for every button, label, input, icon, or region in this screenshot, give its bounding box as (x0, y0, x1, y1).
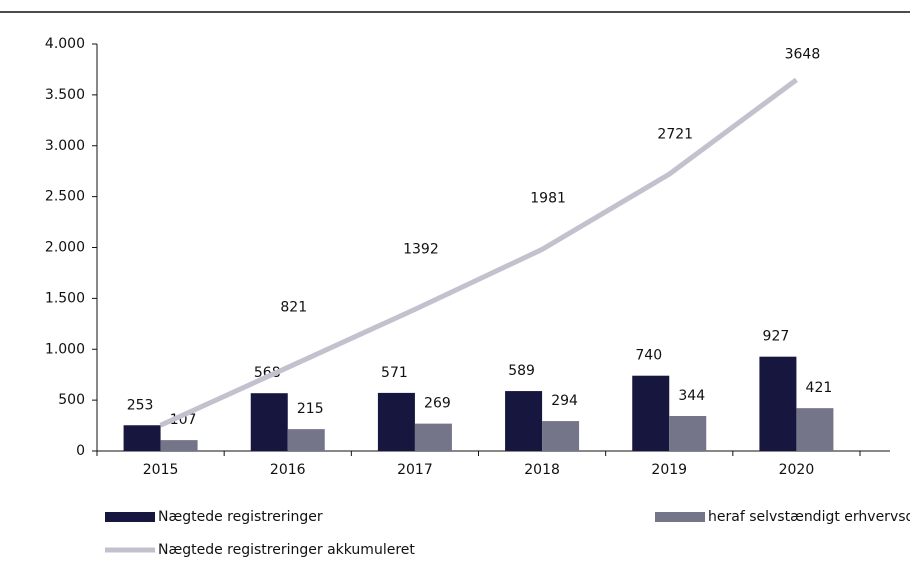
bar-label: 571 (381, 365, 408, 381)
bar-label: 740 (635, 348, 662, 364)
y-tick-label: 500 (58, 392, 85, 408)
line-label: 2721 (657, 127, 693, 143)
x-tick-label: 2020 (779, 462, 815, 478)
bar (160, 440, 198, 451)
bar-label: 294 (551, 393, 578, 409)
line-label: 1392 (403, 242, 439, 258)
line-label: 821 (280, 299, 307, 315)
bar (287, 429, 325, 451)
bar (505, 391, 543, 451)
y-tick-label: 1.500 (45, 290, 85, 306)
y-tick-label: 2.000 (45, 240, 85, 256)
legend-swatch (105, 512, 155, 522)
y-tick-label: 4.000 (45, 36, 85, 52)
bar (414, 423, 452, 451)
x-tick-label: 2019 (651, 462, 687, 478)
x-tick-label: 2018 (524, 462, 560, 478)
x-tick-label: 2016 (270, 462, 306, 478)
y-tick-label: 1.000 (45, 341, 85, 357)
legend-label: Nægtede registreringer (158, 509, 323, 525)
y-tick-label: 3.000 (45, 138, 85, 154)
line-label: 1981 (530, 191, 566, 207)
bar (123, 425, 161, 451)
bar-label: 589 (508, 363, 535, 379)
y-tick-label: 3.500 (45, 87, 85, 103)
bar (377, 392, 415, 451)
bar (759, 356, 797, 451)
bar-label: 421 (806, 380, 833, 396)
y-tick-label: 0 (76, 443, 85, 459)
bar (669, 415, 707, 451)
bar (632, 375, 670, 451)
x-tick-label: 2017 (397, 462, 433, 478)
y-tick-label: 2.500 (45, 189, 85, 205)
bar-label: 215 (297, 401, 324, 417)
bar-label: 344 (678, 388, 705, 404)
bar (796, 408, 834, 451)
legend-label: heraf selvstændigt erhvervsdrivende (708, 509, 910, 525)
legend-swatch (655, 512, 705, 522)
line-label: 3648 (785, 46, 821, 62)
x-tick-label: 2015 (143, 462, 179, 478)
bar (542, 421, 580, 451)
legend-label: Nægtede registreringer akkumuleret (158, 542, 415, 558)
line (159, 77, 798, 428)
bar-label: 927 (763, 329, 790, 345)
bar-label: 269 (424, 396, 451, 412)
bar (250, 393, 288, 451)
bar-label: 253 (127, 397, 154, 413)
